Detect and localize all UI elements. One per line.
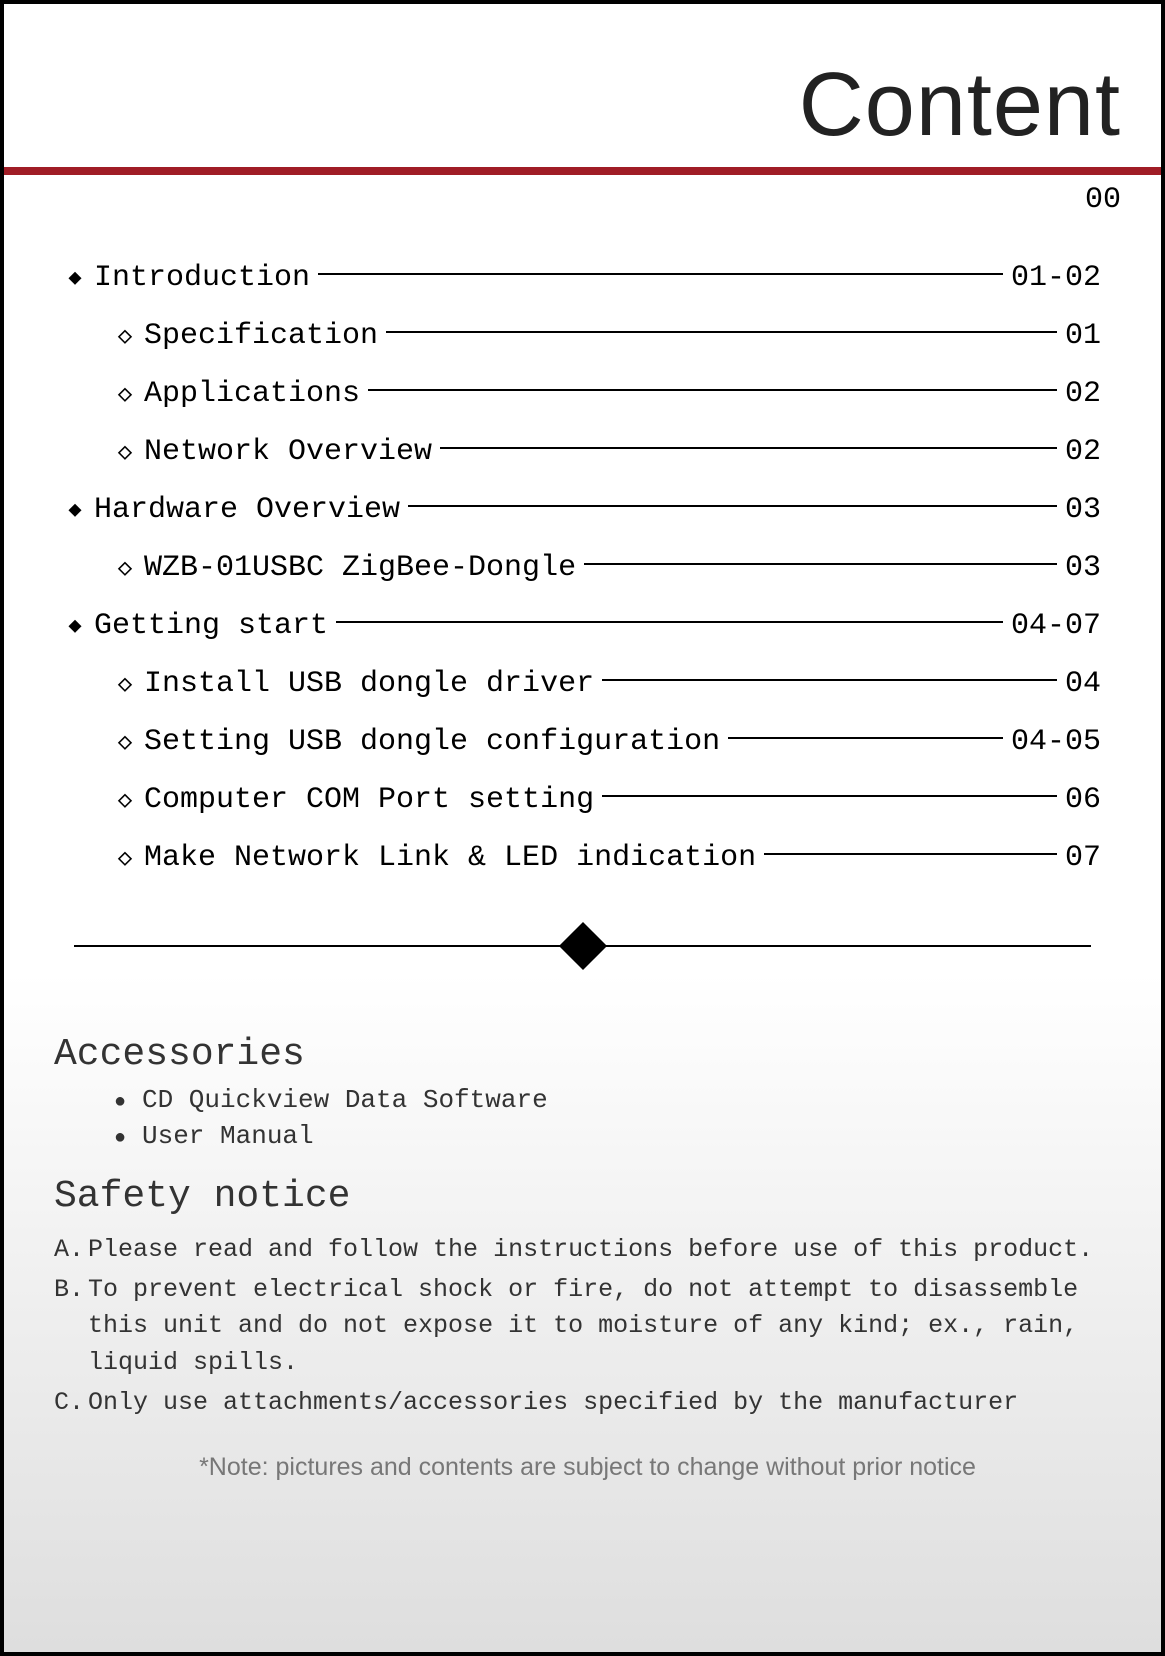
toc-label: Specification: [136, 319, 382, 353]
accessories-item: User Manual: [114, 1118, 1121, 1154]
table-of-contents: ◆Introduction01-02◇Specification01◇Appli…: [4, 217, 1161, 899]
toc-leader-line: [602, 679, 1057, 681]
safety-item-letter: C.: [54, 1385, 88, 1421]
toc-leader-line: [336, 621, 1003, 623]
diamond-outline-icon: ◇: [114, 437, 136, 467]
toc-row: ◇Make Network Link & LED indication 07: [64, 841, 1101, 875]
toc-page: 04: [1061, 667, 1101, 701]
safety-item: B.To prevent electrical shock or fire, d…: [54, 1272, 1121, 1381]
diamond-outline-icon: ◇: [114, 669, 136, 699]
toc-row: ◇Computer COM Port setting 06: [64, 783, 1101, 817]
toc-page: 02: [1061, 435, 1101, 469]
toc-page: 07: [1061, 841, 1101, 875]
diamond-outline-icon: ◇: [114, 843, 136, 873]
toc-label: Hardware Overview: [86, 493, 404, 527]
diamond-outline-icon: ◇: [114, 379, 136, 409]
toc-leader-line: [728, 737, 1003, 739]
toc-page: 06: [1061, 783, 1101, 817]
lower-section: Accessories CD Quickview Data SoftwareUs…: [4, 973, 1161, 1652]
page-number: 00: [4, 175, 1161, 217]
toc-page: 04-07: [1007, 609, 1101, 643]
toc-label: Introduction: [86, 261, 314, 295]
toc-leader-line: [368, 389, 1057, 391]
divider-line-right: [596, 945, 1092, 947]
diamond-outline-icon: ◇: [114, 727, 136, 757]
toc-label: Getting start: [86, 609, 332, 643]
toc-row: ◇Network Overview 02: [64, 435, 1101, 469]
safety-item-text: To prevent electrical shock or fire, do …: [88, 1272, 1121, 1381]
toc-leader-line: [408, 505, 1057, 507]
toc-row: ◇Install USB dongle driver 04: [64, 667, 1101, 701]
diamond-outline-icon: ◇: [114, 785, 136, 815]
toc-label: Setting USB dongle configuration: [136, 725, 724, 759]
toc-label: Install USB dongle driver: [136, 667, 598, 701]
toc-row: ◆Getting start 04-07: [64, 609, 1101, 643]
toc-page: 02: [1061, 377, 1101, 411]
toc-row: ◇Setting USB dongle configuration 04-05: [64, 725, 1101, 759]
diamond-filled-icon: ◆: [64, 497, 86, 523]
toc-row: ◆Introduction 01-02: [64, 261, 1101, 295]
toc-leader-line: [602, 795, 1057, 797]
toc-leader-line: [584, 563, 1057, 565]
safety-title: Safety notice: [54, 1175, 1121, 1218]
toc-row: ◆Hardware Overview 03: [64, 493, 1101, 527]
safety-item-letter: B.: [54, 1272, 88, 1381]
toc-page: 01-02: [1007, 261, 1101, 295]
toc-leader-line: [386, 331, 1057, 333]
toc-page: 03: [1061, 551, 1101, 585]
toc-page: 01: [1061, 319, 1101, 353]
diamond-filled-icon: ◆: [64, 265, 86, 291]
accessories-list: CD Quickview Data SoftwareUser Manual: [54, 1082, 1121, 1155]
safety-item-letter: A.: [54, 1232, 88, 1268]
page: Content 00 ◆Introduction01-02◇Specificat…: [0, 0, 1165, 1656]
divider-line-left: [74, 945, 570, 947]
diamond-outline-icon: ◇: [114, 553, 136, 583]
toc-page: 04-05: [1007, 725, 1101, 759]
toc-leader-line: [764, 853, 1057, 855]
safety-item-text: Only use attachments/accessories specifi…: [88, 1385, 1018, 1421]
header-rule: [4, 167, 1161, 175]
safety-item-text: Please read and follow the instructions …: [88, 1232, 1093, 1268]
safety-item: A.Please read and follow the instruction…: [54, 1232, 1121, 1268]
toc-label: Applications: [136, 377, 364, 411]
toc-label: Computer COM Port setting: [136, 783, 598, 817]
toc-row: ◇Applications 02: [64, 377, 1101, 411]
toc-label: Network Overview: [136, 435, 436, 469]
divider: [4, 899, 1161, 973]
toc-leader-line: [318, 273, 1003, 275]
toc-label: WZB-01USBC ZigBee-Dongle: [136, 551, 580, 585]
diamond-outline-icon: ◇: [114, 321, 136, 351]
toc-page: 03: [1061, 493, 1101, 527]
page-title: Content: [44, 54, 1121, 157]
toc-row: ◇Specification 01: [64, 319, 1101, 353]
safety-item: C.Only use attachments/accessories speci…: [54, 1385, 1121, 1421]
toc-row: ◇WZB-01USBC ZigBee-Dongle 03: [64, 551, 1101, 585]
header: Content: [4, 4, 1161, 167]
footer-note: *Note: pictures and contents are subject…: [54, 1425, 1121, 1492]
toc-label: Make Network Link & LED indication: [136, 841, 760, 875]
safety-list: A.Please read and follow the instruction…: [54, 1224, 1121, 1421]
diamond-filled-icon: ◆: [64, 613, 86, 639]
accessories-item: CD Quickview Data Software: [114, 1082, 1121, 1118]
divider-diamond-icon: [558, 922, 606, 970]
accessories-title: Accessories: [54, 1033, 1121, 1076]
toc-leader-line: [440, 447, 1057, 449]
